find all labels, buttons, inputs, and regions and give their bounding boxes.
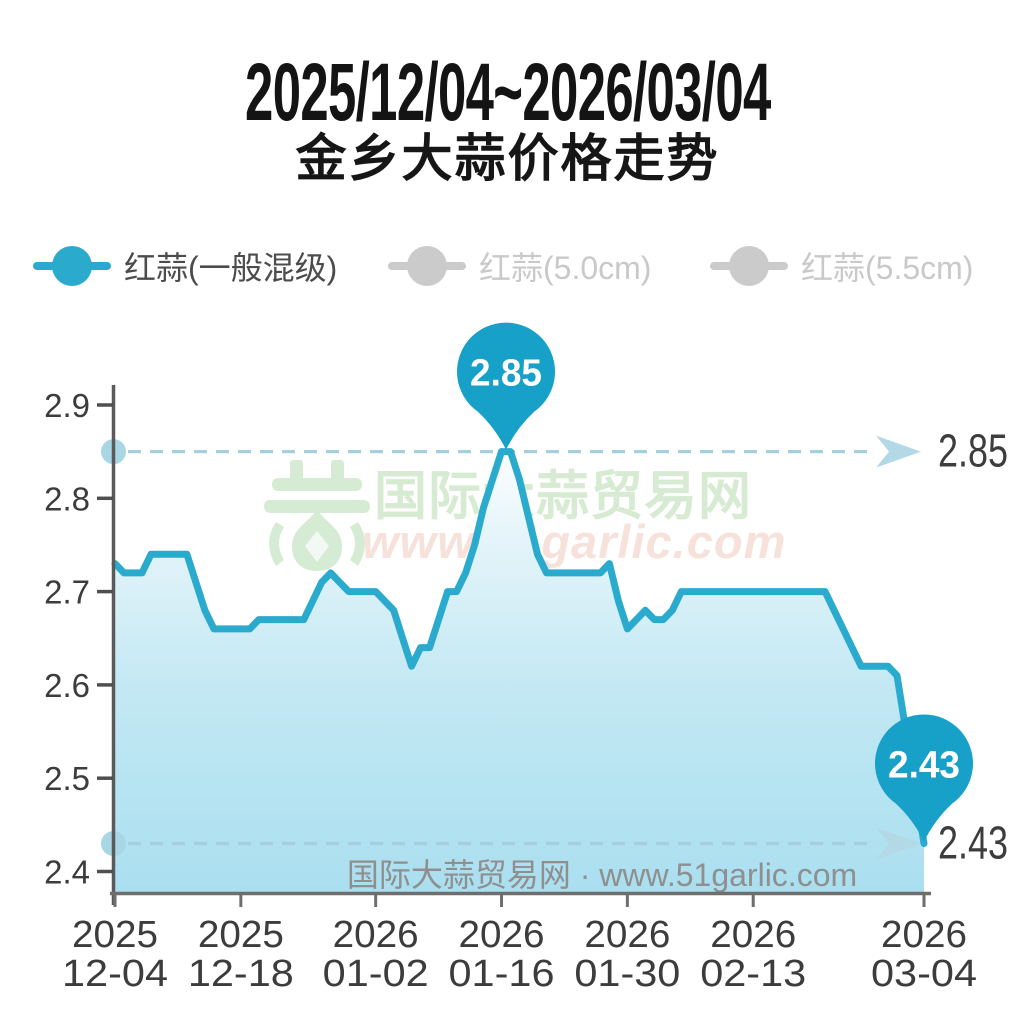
page-title-text: 2025/12/04~2026/03/04	[244, 47, 771, 138]
x-axis-tick-label-year: 2026	[584, 914, 670, 956]
x-axis-tick-label-date: 12-18	[188, 953, 294, 995]
page-title-date-range: 2025/12/04~2026/03/04	[0, 52, 1015, 134]
reference-arrow-icon	[876, 827, 921, 860]
legend-dot-icon	[729, 246, 769, 286]
watermark-brand-text: 国际大蒜贸易网	[374, 467, 752, 526]
balloon-value-label: 2.85	[470, 353, 542, 395]
watermark-url-text: www.51garlic.com	[362, 515, 786, 568]
balloon-marker-last	[875, 714, 974, 842]
x-axis-tick-label-date: 03-04	[871, 953, 977, 995]
x-axis-tick-label-year: 2025	[198, 914, 284, 956]
y-axis-tick-label: 2.4	[44, 854, 90, 891]
footer-watermark-text: 国际大蒜贸易网 · www.51garlic.com	[347, 857, 857, 893]
x-axis-tick-label-date: 01-30	[574, 953, 680, 995]
axes-layer: 2.92.82.72.62.52.4202512-04202512-182026…	[44, 385, 977, 995]
chart-legend: 红蒜(一般混级) 红蒜(5.0cm) 红蒜(5.5cm)	[0, 243, 1015, 286]
center-watermark-layer: 国际大蒜贸易网 www.51garlic.com	[264, 460, 786, 571]
y-axis-tick-label: 2.5	[44, 760, 90, 797]
legend-marker-icon	[710, 246, 788, 286]
balloon-marker-max	[457, 322, 556, 450]
legend-label: 红蒜(5.0cm)	[479, 250, 652, 286]
reference-lines-layer: 2.85 2.43	[101, 425, 1008, 869]
x-axis-tick-label-date: 12-04	[62, 953, 168, 995]
x-axis-tick-label-year: 2025	[72, 914, 158, 956]
legend-item-hongsuan-5-0cm[interactable]: 红蒜(5.0cm)	[388, 243, 651, 289]
legend-item-hongsuan-5-5cm[interactable]: 红蒜(5.5cm)	[710, 243, 973, 289]
reference-value-label: 2.43	[938, 817, 1008, 869]
y-axis-tick-label: 2.7	[44, 574, 90, 611]
price-area-fill	[115, 451, 924, 892]
legend-dot-icon	[407, 246, 447, 286]
footer-watermark-layer: 国际大蒜贸易网 · www.51garlic.com	[347, 857, 857, 893]
legend-label: 红蒜(5.5cm)	[801, 250, 974, 286]
legend-label: 红蒜(一般混级)	[124, 250, 338, 286]
x-axis-tick-label-year: 2026	[881, 914, 967, 956]
legend-dot-icon	[52, 246, 92, 286]
x-axis-tick-label-year: 2026	[459, 914, 545, 956]
page-subtitle: 金乡大蒜价格走势	[295, 130, 720, 187]
area-layer	[115, 451, 924, 892]
reference-value-label: 2.85	[938, 425, 1008, 477]
price-line-layer	[111, 448, 928, 847]
y-axis-tick-label: 2.6	[44, 667, 90, 704]
x-axis-tick-label-year: 2026	[710, 914, 796, 956]
legend-item-hongsuan-mixed[interactable]: 红蒜(一般混级)	[33, 243, 337, 289]
balloon-markers-layer: 2.85 2.43	[457, 322, 974, 842]
price-line	[111, 448, 928, 847]
garlic-logo	[264, 460, 370, 571]
x-axis-tick-label-date: 02-13	[700, 953, 806, 995]
reference-arrow-icon	[876, 435, 921, 468]
x-axis-tick-label-date: 01-16	[449, 953, 555, 995]
x-axis-tick-label-year: 2026	[333, 914, 419, 956]
legend-marker-icon	[388, 246, 466, 286]
x-axis-tick-label-date: 01-02	[323, 953, 429, 995]
y-axis-tick-label: 2.9	[44, 387, 90, 424]
y-axis-tick-label: 2.8	[44, 480, 90, 517]
legend-marker-icon	[33, 246, 111, 286]
balloon-value-label: 2.43	[888, 745, 960, 787]
